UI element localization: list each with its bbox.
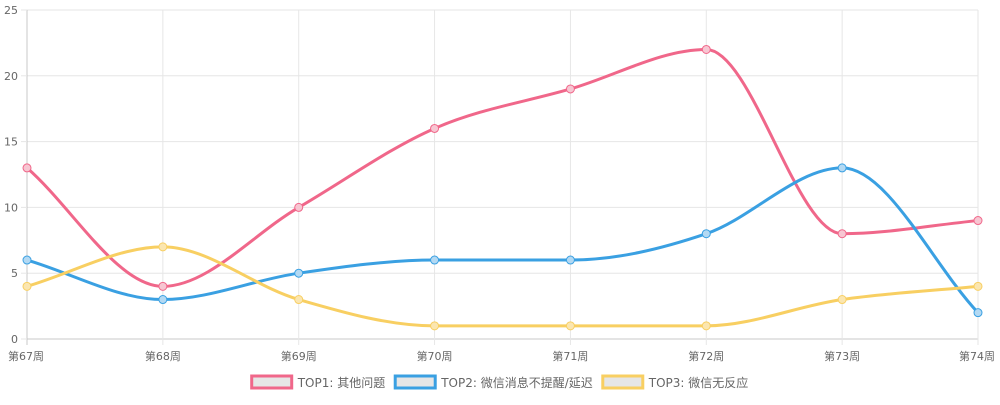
x-tick-label: 第71周 <box>552 349 588 363</box>
x-tick-label: 第69周 <box>281 349 317 363</box>
x-tick-label: 第74周 <box>959 349 995 363</box>
legend-swatch <box>601 374 645 390</box>
data-point[interactable] <box>158 295 168 305</box>
x-tick-label: 第68周 <box>145 349 181 363</box>
series-2 <box>22 163 983 318</box>
legend-swatch <box>393 374 437 390</box>
series-line <box>25 245 980 328</box>
x-tick-label: 第72周 <box>688 349 724 363</box>
data-point[interactable] <box>973 281 983 291</box>
legend-label: TOP1: 其他问题 <box>297 376 386 390</box>
y-tick-label: 10 <box>4 201 18 214</box>
data-point[interactable] <box>701 321 711 331</box>
y-tick-label: 0 <box>11 333 18 346</box>
series <box>22 44 983 331</box>
data-point[interactable] <box>837 295 847 305</box>
legend-label: TOP2: 微信消息不提醒/延迟 <box>440 375 593 390</box>
data-point[interactable] <box>430 321 440 331</box>
data-point[interactable] <box>294 295 304 305</box>
data-point[interactable] <box>701 44 711 54</box>
x-tick-label: 第67周 <box>8 349 44 363</box>
data-point[interactable] <box>565 255 575 265</box>
series-3 <box>22 242 983 331</box>
y-tick-label: 5 <box>11 267 18 280</box>
grid <box>26 9 979 345</box>
y-tick-label: 20 <box>4 70 18 83</box>
axes: 0 5 10 15 20 25 第67周 第68周 第69周 第70周 第71周 第72周 第73周 第7… <box>4 4 995 363</box>
data-point[interactable] <box>565 321 575 331</box>
data-point[interactable] <box>430 255 440 265</box>
data-point[interactable] <box>837 163 847 173</box>
data-point[interactable] <box>430 123 440 133</box>
series-line <box>25 166 980 315</box>
x-tick-label: 第73周 <box>824 349 860 363</box>
data-point[interactable] <box>22 281 32 291</box>
data-point[interactable] <box>158 281 168 291</box>
data-point[interactable] <box>22 255 32 265</box>
data-point[interactable] <box>22 163 32 173</box>
data-point[interactable] <box>973 308 983 318</box>
legend: TOP1: 其他问题 TOP2: 微信消息不提醒/延迟 TOP3: 微信无反应 <box>250 374 749 390</box>
series-1 <box>22 44 983 291</box>
data-point[interactable] <box>565 84 575 94</box>
legend-item-1[interactable]: TOP1: 其他问题 <box>250 374 386 390</box>
x-tick-label: 第70周 <box>417 349 453 363</box>
legend-item-2[interactable]: TOP2: 微信消息不提醒/延迟 <box>393 374 593 390</box>
data-point[interactable] <box>837 229 847 239</box>
y-tick-label: 25 <box>4 4 18 17</box>
y-tick-label: 15 <box>4 136 18 149</box>
legend-label: TOP3: 微信无反应 <box>648 375 749 390</box>
data-point[interactable] <box>294 268 304 278</box>
data-point[interactable] <box>973 216 983 226</box>
data-point[interactable] <box>701 229 711 239</box>
legend-swatch <box>250 374 294 390</box>
data-point[interactable] <box>158 242 168 252</box>
legend-item-3[interactable]: TOP3: 微信无反应 <box>601 374 749 390</box>
data-point[interactable] <box>294 202 304 212</box>
